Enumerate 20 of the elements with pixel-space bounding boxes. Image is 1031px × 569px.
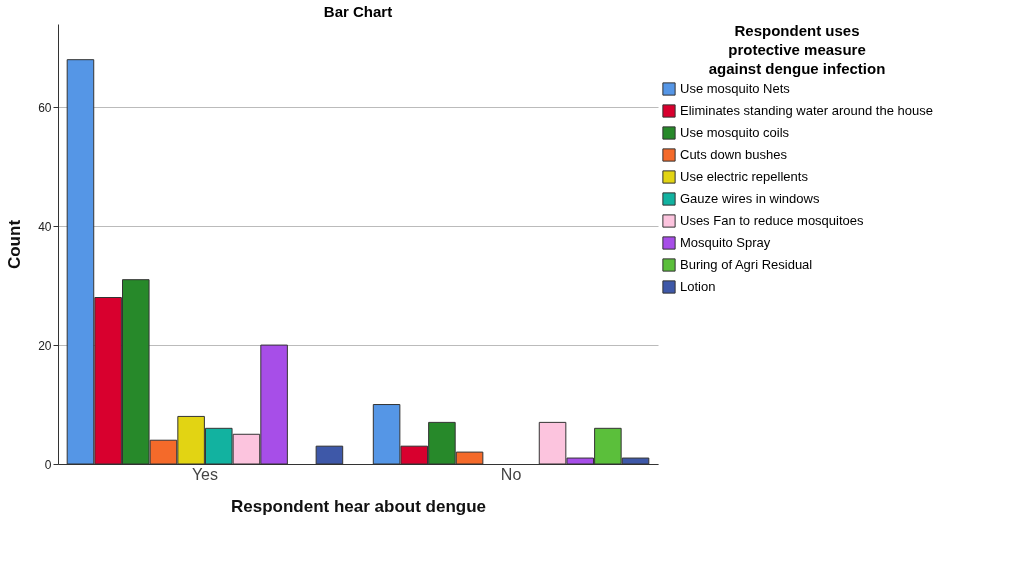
legend-label: Use electric repellents [680, 169, 809, 184]
legend-label: Eliminates standing water around the house [680, 103, 933, 118]
chart-title: Bar Chart [323, 3, 393, 20]
y-tick-label: 60 [38, 100, 52, 115]
legend-label: Use mosquito coils [680, 125, 790, 140]
legend-title: Respondent uses protective measure against dengue infection [708, 22, 886, 77]
y-axis-title: Count [5, 219, 25, 270]
x-tick-label: Yes [191, 465, 218, 483]
legend-label: Use mosquito Nets [680, 81, 791, 96]
y-tick-label: 0 [44, 457, 52, 472]
x-axis-title: Respondent hear about dengue [230, 496, 487, 516]
legend-label: Mosquito Spray [680, 235, 771, 250]
x-tick-label: No [500, 465, 522, 483]
legend-label: Lotion [680, 279, 716, 294]
y-tick-label: 40 [38, 219, 52, 234]
legend-label: Buring of Agri Residual [680, 257, 813, 272]
legend-label: Cuts down bushes [680, 147, 788, 162]
legend-label: Gauze wires in windows [680, 191, 820, 206]
legend-label: Uses Fan to reduce mosquitoes [680, 213, 865, 228]
y-tick-label: 20 [38, 338, 52, 353]
